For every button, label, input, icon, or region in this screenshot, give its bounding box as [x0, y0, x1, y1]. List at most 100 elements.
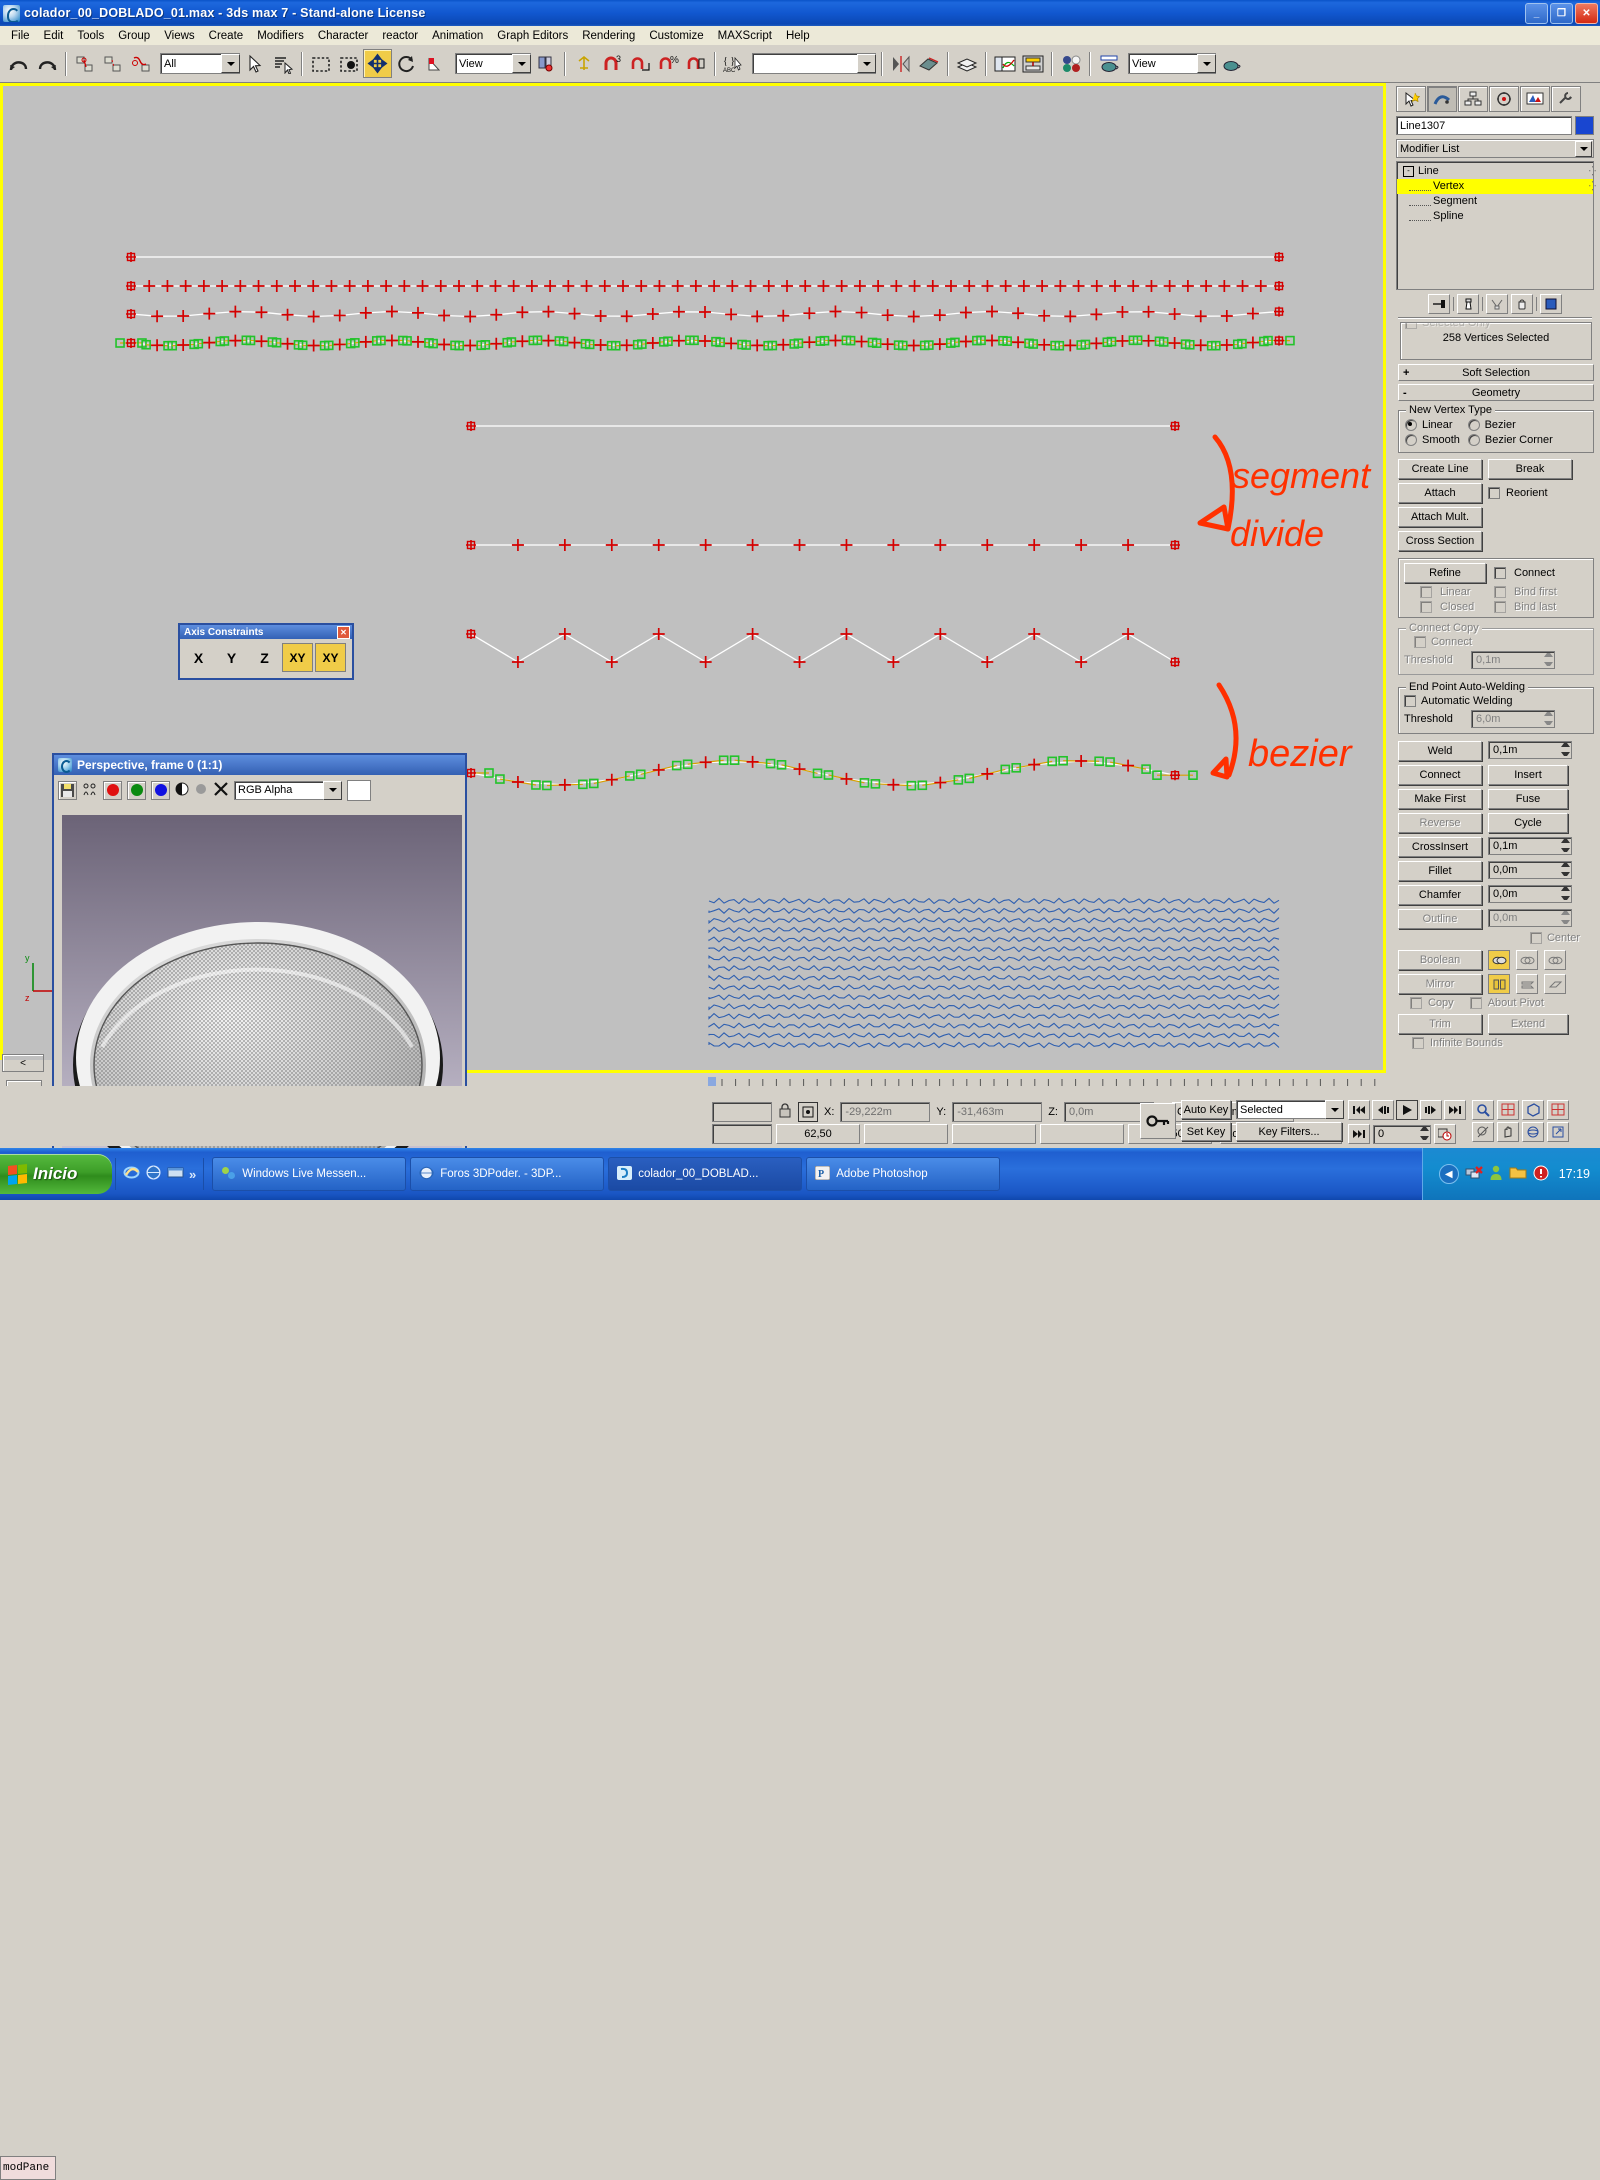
connect-copy-checkbox[interactable]	[1414, 636, 1426, 648]
next-frame-icon[interactable]	[1420, 1100, 1442, 1120]
alpha-channel-icon[interactable]	[175, 782, 189, 799]
about-pivot-checkbox[interactable]	[1469, 997, 1482, 1009]
network-disconnected-icon[interactable]	[1465, 1165, 1483, 1184]
mirror-both-icon[interactable]	[1544, 974, 1566, 994]
snaps-toggle-icon[interactable]: 3	[598, 50, 625, 77]
outline-button[interactable]: Outline	[1398, 909, 1482, 929]
axis-constraint-xy-3[interactable]: XY	[282, 643, 313, 672]
union-icon[interactable]	[1488, 950, 1510, 970]
copy-checkbox[interactable]	[1410, 997, 1422, 1009]
blue-channel-icon[interactable]	[151, 780, 170, 800]
go-to-end-icon-2[interactable]	[1348, 1124, 1370, 1144]
chevron-down-icon[interactable]	[221, 54, 240, 73]
taskbar-item[interactable]: Foros 3DPoder. - 3DP...	[410, 1157, 605, 1191]
mirror-vertical-icon[interactable]	[1516, 974, 1538, 994]
select-object-icon[interactable]	[241, 50, 268, 77]
use-pivot-point-center-icon[interactable]	[532, 50, 559, 77]
axis-constraint-z-2[interactable]: Z	[249, 643, 280, 672]
mono-channel-icon[interactable]	[194, 782, 208, 799]
tray-expand-icon[interactable]: ◀	[1438, 1164, 1459, 1184]
unlink-selection-icon[interactable]	[99, 50, 126, 77]
time-configuration-icon[interactable]	[1434, 1124, 1456, 1144]
vertex-type-smooth-radio[interactable]	[1405, 434, 1417, 446]
zoom-extents-all-icon[interactable]	[1547, 1100, 1569, 1120]
select-and-scale-icon[interactable]	[421, 50, 448, 77]
zoom-icon[interactable]	[1472, 1100, 1494, 1120]
menu-item-tools[interactable]: Tools	[77, 29, 105, 42]
boolean-button[interactable]: Boolean	[1398, 950, 1482, 970]
chevron-down-icon[interactable]	[1197, 54, 1216, 73]
center-checkbox[interactable]	[1529, 932, 1542, 944]
chevron-down-icon[interactable]	[323, 780, 342, 800]
rectangular-selection-region-icon[interactable]	[307, 50, 334, 77]
play-animation-icon[interactable]	[1396, 1100, 1418, 1120]
layer-manager-icon[interactable]	[953, 50, 980, 77]
axis-constraint-x-0[interactable]: X	[183, 643, 214, 672]
menu-item-views[interactable]: Views	[164, 29, 195, 42]
vertex-type-linear-radio[interactable]	[1405, 419, 1417, 431]
select-and-manipulate-icon[interactable]	[570, 50, 597, 77]
arc-rotate-icon[interactable]	[1522, 1122, 1544, 1142]
current-frame-field[interactable]: 0	[1373, 1124, 1431, 1144]
viewport-canvas[interactable]: yz	[3, 86, 1383, 1070]
weld-button[interactable]: Weld	[1398, 741, 1482, 761]
field-of-view-icon[interactable]	[1472, 1122, 1494, 1142]
maximize-viewport-icon[interactable]	[1547, 1122, 1569, 1142]
menu-item-file[interactable]: File	[11, 29, 30, 42]
green-channel-icon[interactable]	[127, 780, 146, 800]
pan-icon[interactable]	[1497, 1122, 1519, 1142]
connect-button[interactable]: Connect	[1398, 765, 1482, 785]
hierarchy-tab[interactable]	[1458, 86, 1488, 112]
fuse-button[interactable]: Fuse	[1488, 789, 1568, 809]
browser-icon[interactable]	[145, 1164, 162, 1184]
mirror-icon[interactable]	[887, 50, 914, 77]
close-icon[interactable]: ✕	[337, 625, 350, 639]
clear-icon[interactable]	[213, 781, 229, 800]
stack-item-vertex[interactable]: Vertex ⁛	[1397, 179, 1596, 194]
chevron-down-icon[interactable]	[857, 54, 876, 73]
attach-mult-button[interactable]: Attach Mult.	[1398, 507, 1482, 527]
internet-explorer-icon[interactable]	[123, 1164, 140, 1184]
object-name-field[interactable]: Line1307	[1396, 116, 1572, 135]
red-channel-icon[interactable]	[103, 780, 122, 800]
refine-connect-checkbox[interactable]	[1494, 567, 1506, 579]
close-button[interactable]: ✕	[1575, 3, 1598, 24]
menu-item-rendering[interactable]: Rendering	[582, 29, 636, 42]
refine-button[interactable]: Refine	[1404, 563, 1486, 583]
make-first-button[interactable]: Make First	[1398, 789, 1482, 809]
go-to-end-icon[interactable]	[1444, 1100, 1466, 1120]
axis-constraint-xy-4[interactable]: XY	[315, 643, 346, 672]
menu-item-modifiers[interactable]: Modifiers	[257, 29, 304, 42]
zoom-all-icon[interactable]	[1497, 1100, 1519, 1120]
menu-item-character[interactable]: Character	[317, 29, 369, 42]
select-and-move-icon[interactable]	[363, 49, 392, 78]
stack-item-spline[interactable]: Spline	[1397, 209, 1593, 224]
reference-coordinate-combo[interactable]: View	[455, 53, 531, 74]
minimize-button[interactable]: _	[1525, 3, 1548, 24]
quick-render-icon[interactable]	[1217, 50, 1244, 77]
y-coordinate-field[interactable]: -31,463m	[952, 1102, 1043, 1122]
chevron-down-icon[interactable]	[512, 54, 531, 73]
chamfer-spinner[interactable]: 0,0m	[1488, 885, 1572, 903]
closed-checkbox[interactable]	[1420, 601, 1432, 613]
redo-icon[interactable]	[33, 50, 60, 77]
auto-key-button[interactable]: Auto Key	[1181, 1100, 1231, 1119]
cross-section-button[interactable]: Cross Section	[1398, 531, 1482, 551]
menu-item-maxscript[interactable]: MAXScript	[717, 29, 772, 42]
vertex-type-bezier-radio[interactable]	[1467, 419, 1480, 431]
zoom-extents-icon[interactable]	[1522, 1100, 1544, 1120]
folder-icon[interactable]	[1509, 1165, 1527, 1183]
taskbar-item[interactable]: P Adobe Photoshop	[806, 1157, 1001, 1191]
align-icon[interactable]	[915, 50, 942, 77]
create-line-button[interactable]: Create Line	[1398, 459, 1482, 479]
angle-snap-toggle-icon[interactable]	[626, 50, 653, 77]
intersection-icon[interactable]	[1544, 950, 1566, 970]
show-end-result-icon[interactable]	[1457, 294, 1479, 314]
reorient-checkbox[interactable]	[1488, 487, 1500, 499]
chamfer-button[interactable]: Chamfer	[1398, 885, 1482, 905]
display-tab[interactable]	[1520, 86, 1550, 112]
go-to-start-icon[interactable]	[1348, 1100, 1370, 1120]
more-chevron-icon[interactable]: »	[189, 1166, 197, 1182]
clone-icon[interactable]	[82, 782, 98, 799]
selected-only-checkbox[interactable]	[1405, 323, 1417, 329]
